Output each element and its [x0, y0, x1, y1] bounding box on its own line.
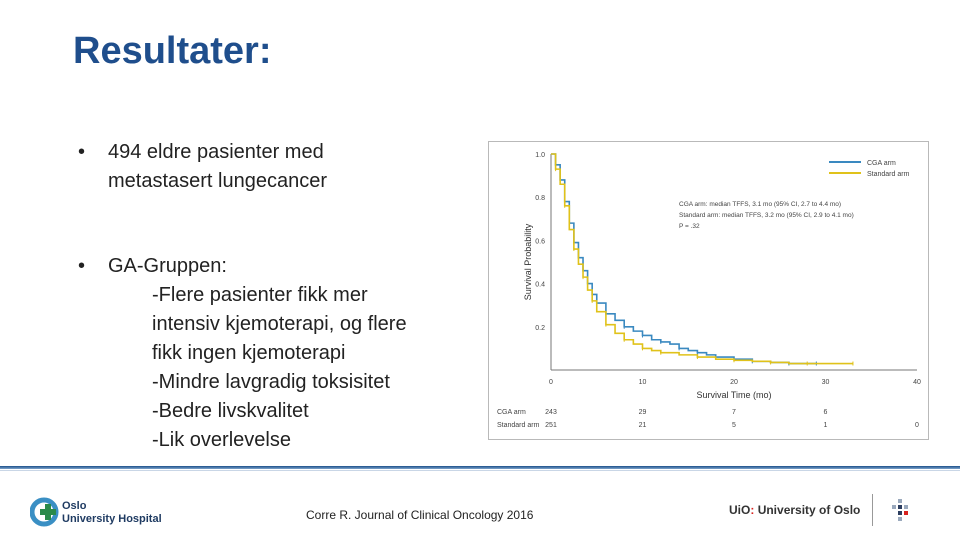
stats-annotation: Standard arm: median TFFS, 3.2 mo (95% C… [679, 212, 854, 219]
oslo-logo-line2: University Hospital [62, 513, 162, 525]
y-tick-label: 0.8 [535, 195, 545, 202]
logo-separator [872, 494, 873, 526]
bullet-symbol: • [78, 255, 86, 277]
stats-annotation: CGA arm: median TFFS, 3.1 mo (95% CI, 2.… [679, 201, 841, 208]
uio-full: University of Oslo [757, 503, 861, 517]
y-tick-label: 0.4 [535, 282, 545, 289]
at-risk-row-label: CGA arm [497, 409, 526, 416]
bullet-item-patients: • 494 eldre pasienter med metastasert lu… [78, 138, 478, 196]
citation: Corre R. Journal of Clinical Oncology 20… [306, 508, 534, 522]
stats-annotation: P = .32 [679, 223, 700, 230]
survival-curve-cga-arm [551, 153, 817, 365]
at-risk-value: 6 [824, 409, 828, 416]
sub-item: -Flere pasienter fikk mer [152, 284, 368, 306]
uio-mark-icon [892, 499, 908, 521]
sub-item: intensiv kjemoterapi, og flere [152, 313, 407, 335]
x-tick-label: 30 [822, 379, 830, 386]
uio-short: UiO [729, 503, 751, 517]
at-risk-value: 29 [639, 409, 647, 416]
at-risk-value: 0 [915, 422, 919, 429]
bullet-text-line1: 494 eldre pasienter med [108, 141, 324, 163]
footer-bar [0, 466, 960, 469]
bullet-heading: GA-Gruppen: [108, 255, 227, 277]
sub-item: fikk ingen kjemoterapi [152, 342, 346, 364]
legend-label: Standard arm [867, 171, 910, 178]
x-tick-label: 10 [639, 379, 647, 386]
uio-logo-text: UiO: University of Oslo [729, 503, 860, 517]
sub-item: -Mindre lavgradig toksisitet [152, 371, 390, 393]
x-axis-label: Survival Time (mo) [696, 390, 771, 400]
x-tick-label: 0 [549, 379, 553, 386]
at-risk-row-label: Standard arm [497, 422, 540, 429]
bullet-symbol: • [78, 141, 86, 163]
oslo-logo-line1: Oslo [62, 500, 87, 512]
x-tick-label: 40 [913, 379, 921, 386]
slide-title: Resultater: [73, 30, 272, 72]
y-tick-label: 0.6 [535, 238, 545, 245]
y-tick-label: 0.2 [535, 325, 545, 332]
legend-label: CGA arm [867, 160, 896, 167]
bullet-item-ga-group: • GA-Gruppen: -Flere pasienter fikk mer … [78, 252, 478, 455]
survival-curve-standard-arm [551, 153, 853, 365]
sub-item: -Bedre livskvalitet [152, 400, 309, 422]
at-risk-value: 21 [639, 422, 647, 429]
at-risk-value: 243 [545, 409, 557, 416]
oslo-university-hospital-logo [30, 497, 59, 527]
at-risk-value: 1 [824, 422, 828, 429]
at-risk-value: 5 [732, 422, 736, 429]
uio-colon: : [750, 503, 755, 517]
oslo-logo-text: Oslo University Hospital [62, 500, 162, 526]
y-tick-label: 1.0 [535, 152, 545, 159]
bullet-list: • 494 eldre pasienter med metastasert lu… [78, 138, 478, 455]
at-risk-value: 251 [545, 422, 557, 429]
bullet-text-line2: metastasert lungecancer [108, 170, 328, 192]
at-risk-value: 7 [732, 409, 736, 416]
footer-divider [0, 470, 960, 471]
sub-item: -Lik overlevelse [152, 429, 291, 451]
survival-chart-panel: 0.2 0.4 0.6 0.8 1.0 0 10 20 30 40 Survival Time (m… [488, 141, 929, 440]
x-tick-label: 20 [730, 379, 738, 386]
y-axis-label: Survival Probability [523, 223, 533, 300]
